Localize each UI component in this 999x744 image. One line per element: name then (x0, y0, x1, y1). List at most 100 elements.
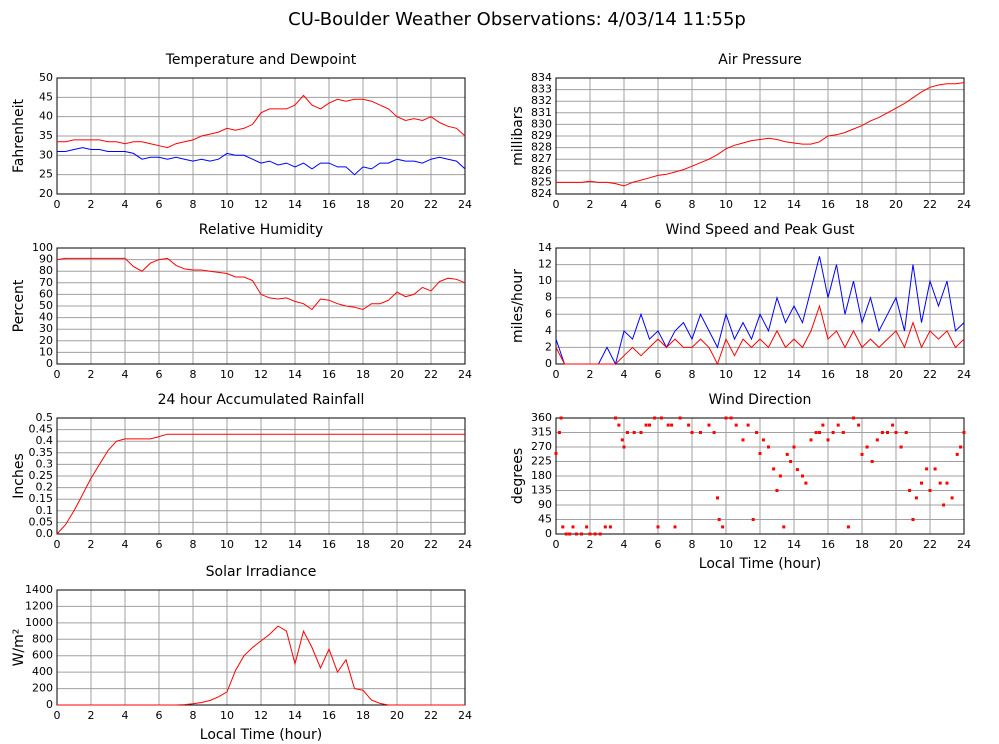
x-tick-label: 14 (787, 368, 801, 381)
y-tick-label: 225 (531, 455, 552, 468)
y-tick-label: 40 (39, 110, 53, 123)
data-point (870, 460, 874, 463)
x-tick-label: 14 (288, 368, 302, 381)
y-tick-label: 0.15 (29, 492, 54, 505)
x-tick-label: 22 (923, 538, 937, 551)
data-point (938, 481, 942, 485)
plot-frame (56, 589, 466, 706)
y-tick-label: 20 (39, 334, 53, 347)
x-tick-label: 0 (54, 198, 61, 211)
x-tick-label: 14 (288, 198, 302, 211)
data-point (945, 481, 949, 485)
y-tick-label: 20 (39, 187, 53, 200)
x-tick-label: 20 (889, 368, 903, 381)
x-tick-label: 16 (821, 538, 835, 551)
y-tick-label: 0.05 (29, 515, 54, 528)
y-tick-label: 30 (39, 322, 53, 335)
x-tick-label: 20 (390, 198, 404, 211)
y-tick-label: 10 (538, 274, 552, 287)
x-tick-label: 8 (190, 198, 197, 211)
x-tick-label: 2 (88, 368, 95, 381)
data-point (891, 423, 895, 427)
data-point (908, 489, 912, 492)
x-tick-label: 20 (390, 538, 404, 551)
data-point (571, 525, 575, 529)
y-tick-label: 826 (531, 164, 552, 177)
x-tick-label: 22 (424, 368, 438, 381)
x-tick-label: 20 (390, 709, 404, 722)
data-point (656, 525, 660, 529)
y-axis-label: degrees (510, 448, 526, 504)
y-tick-label: 0.25 (29, 469, 54, 482)
data-point (666, 423, 670, 427)
x-tick-label: 4 (621, 198, 628, 211)
chart-title: Relative Humidity (199, 222, 323, 238)
data-point (950, 496, 954, 500)
data-point (559, 416, 563, 420)
y-tick-label: 0 (545, 527, 552, 540)
data-point (801, 474, 804, 478)
data-line (555, 304, 965, 366)
data-point (690, 431, 694, 434)
x-tick-label: 16 (821, 368, 835, 381)
data-point (580, 532, 583, 536)
chart-title: Solar Irradiance (206, 564, 317, 580)
data-point (955, 452, 959, 456)
data-point (717, 518, 721, 521)
data-point (925, 467, 929, 471)
x-axis-label: Local Time (hour) (699, 556, 821, 572)
data-point (818, 431, 821, 434)
y-tick-label: 12 (538, 258, 552, 271)
x-tick-label: 20 (889, 538, 903, 551)
y-tick-label: 60 (39, 287, 53, 300)
data-point (814, 431, 818, 434)
data-point (875, 438, 879, 442)
y-tick-label: 0.45 (29, 423, 54, 436)
x-tick-label: 6 (156, 368, 163, 381)
y-tick-label: 828 (531, 141, 552, 154)
data-point (653, 416, 657, 420)
data-point (724, 416, 728, 420)
y-axis-label: Inches (11, 453, 27, 498)
y-tick-label: 0.3 (36, 457, 54, 470)
data-point (785, 452, 789, 456)
data-line (555, 256, 965, 366)
y-tick-label: 0.1 (36, 504, 54, 517)
x-tick-label: 22 (923, 198, 937, 211)
data-point (942, 503, 946, 507)
y-tick-label: 0.5 (36, 411, 54, 424)
x-tick-label: 8 (190, 538, 197, 551)
x-tick-label: 16 (322, 538, 336, 551)
x-tick-label: 12 (753, 198, 767, 211)
x-tick-label: 12 (254, 198, 268, 211)
x-tick-label: 10 (719, 368, 733, 381)
data-point (809, 438, 813, 442)
y-tick-label: 0 (46, 698, 53, 711)
x-tick-label: 10 (220, 709, 234, 722)
x-tick-label: 16 (821, 198, 835, 211)
x-tick-label: 10 (719, 538, 733, 551)
x-tick-label: 22 (424, 709, 438, 722)
data-point (821, 423, 825, 427)
x-tick-label: 18 (356, 709, 370, 722)
y-tick-label: 824 (531, 187, 552, 200)
y-tick-label: 834 (531, 71, 552, 84)
x-tick-label: 18 (855, 198, 869, 211)
data-point (561, 525, 565, 529)
data-point (831, 431, 835, 434)
data-point (608, 525, 612, 529)
x-tick-label: 14 (288, 709, 302, 722)
data-point (826, 438, 830, 442)
y-tick-label: 70 (39, 276, 53, 289)
x-tick-label: 6 (655, 368, 662, 381)
data-line (556, 82, 965, 187)
data-point (699, 431, 702, 434)
plot-frame (555, 77, 965, 195)
x-tick-label: 4 (122, 368, 129, 381)
y-axis-label: Percent (11, 279, 27, 332)
y-tick-label: 832 (531, 94, 552, 107)
data-point (632, 431, 636, 434)
data-line (57, 147, 466, 176)
y-axis-label: millibars (510, 106, 526, 166)
x-tick-label: 24 (957, 198, 971, 211)
